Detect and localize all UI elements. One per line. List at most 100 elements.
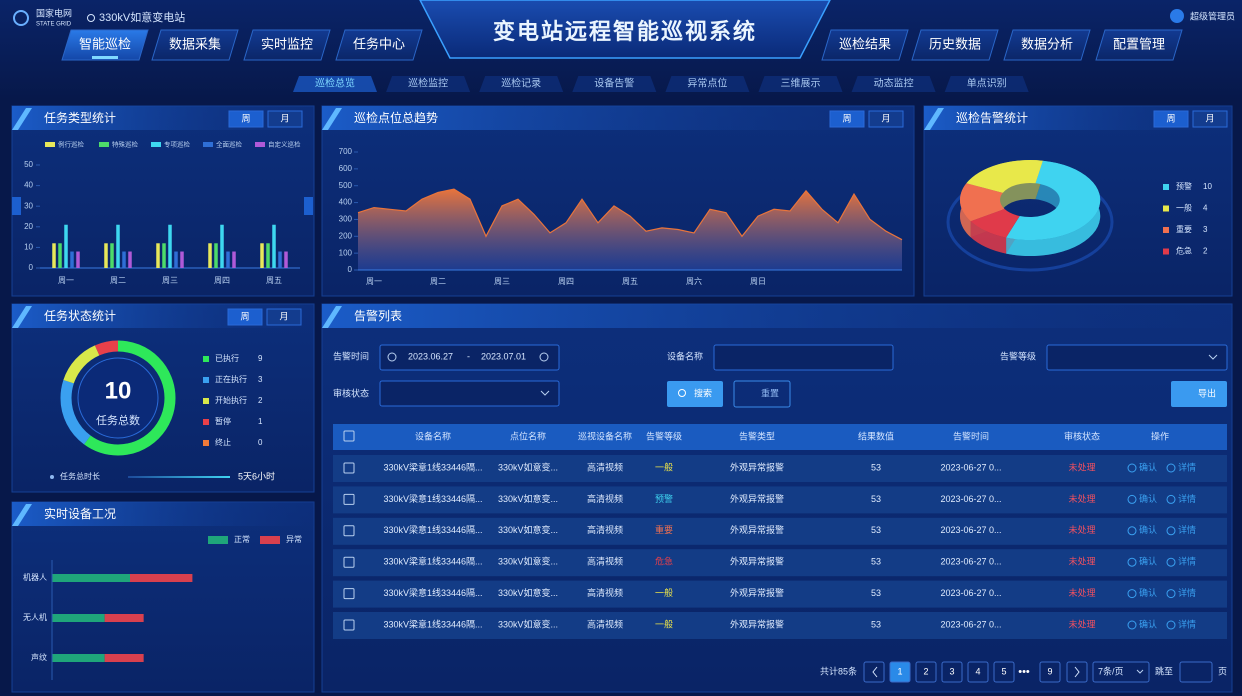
subnav-label[interactable]: 动态监控 <box>874 77 914 90</box>
page-number[interactable]: 4 <box>975 666 980 676</box>
period-tab-label[interactable]: 月 <box>881 113 890 123</box>
date-range[interactable] <box>379 344 560 371</box>
user-name[interactable]: 超级管理员 <box>1190 10 1235 21</box>
action-link[interactable]: 确认 <box>1139 587 1157 598</box>
period-tab[interactable] <box>228 110 264 128</box>
page-number[interactable]: 1 <box>897 666 902 676</box>
subnav-tab[interactable] <box>386 76 471 92</box>
action-link[interactable]: 详情 <box>1178 461 1196 472</box>
checkbox[interactable] <box>343 462 355 474</box>
subnav-tab[interactable] <box>665 76 750 92</box>
page-button[interactable] <box>1092 661 1150 683</box>
subnav-tab[interactable] <box>944 76 1029 92</box>
subnav-tab[interactable] <box>572 76 657 92</box>
action-link[interactable]: 确认 <box>1139 461 1157 472</box>
nav-label[interactable]: 智能巡检 <box>79 36 131 51</box>
page-number[interactable]: 5 <box>1001 666 1006 676</box>
page-button[interactable] <box>863 661 885 683</box>
page-number[interactable]: ••• <box>1018 666 1030 678</box>
nav-label[interactable]: 任务中心 <box>353 36 405 51</box>
nav-label[interactable]: 数据分析 <box>1021 36 1073 51</box>
nav-tab[interactable] <box>821 29 909 61</box>
period-tab-label[interactable]: 周 <box>241 113 250 123</box>
period-tab-label[interactable]: 月 <box>279 311 288 321</box>
action-link[interactable]: 详情 <box>1178 556 1196 567</box>
period-tab-label[interactable]: 周 <box>240 311 249 321</box>
period-tab[interactable] <box>868 110 904 128</box>
period-tab[interactable] <box>227 308 263 326</box>
period-tab[interactable] <box>266 308 302 326</box>
action-link[interactable]: 详情 <box>1178 618 1196 629</box>
period-tab[interactable] <box>1153 110 1189 128</box>
nav-tab[interactable] <box>911 29 999 61</box>
subnav-label[interactable]: 设备告警 <box>594 77 634 90</box>
subnav-label[interactable]: 巡检监控 <box>408 77 448 90</box>
page-button[interactable] <box>889 661 911 683</box>
action-link[interactable]: 确认 <box>1139 524 1157 535</box>
action-link[interactable]: 确认 <box>1139 556 1157 567</box>
period-tab-label[interactable]: 月 <box>1205 113 1214 123</box>
subnav-tab[interactable] <box>758 76 843 92</box>
checkbox[interactable] <box>343 556 355 568</box>
period-tab[interactable] <box>829 110 865 128</box>
action-link[interactable]: 详情 <box>1178 587 1196 598</box>
checkbox[interactable] <box>343 493 355 505</box>
subnav-label[interactable]: 单点识别 <box>967 78 1007 90</box>
level-select[interactable] <box>1046 344 1228 371</box>
nav-tab[interactable] <box>335 29 423 61</box>
y-tick-label: 无人机 <box>23 612 47 622</box>
reset-button[interactable] <box>733 380 791 408</box>
page-button[interactable] <box>993 661 1015 683</box>
page-number[interactable]: 2 <box>923 666 928 676</box>
period-tab-label[interactable]: 月 <box>280 113 289 123</box>
page-button[interactable] <box>1066 661 1088 683</box>
page-button[interactable] <box>967 661 989 683</box>
scroll-right[interactable] <box>304 197 313 215</box>
period-tab-label[interactable]: 周 <box>1166 113 1175 123</box>
nav-label[interactable]: 配置管理 <box>1113 36 1165 51</box>
button-label[interactable]: 搜索 <box>694 387 712 398</box>
button-label[interactable]: 导出 <box>1198 387 1216 398</box>
user-avatar[interactable] <box>1170 9 1184 23</box>
nav-label[interactable]: 巡检结果 <box>839 36 891 51</box>
page-size[interactable]: 7条/页 <box>1098 665 1124 676</box>
period-tab[interactable] <box>267 110 303 128</box>
subnav-label[interactable]: 异常点位 <box>687 77 727 90</box>
action-link[interactable]: 详情 <box>1178 493 1196 504</box>
nav-tab[interactable] <box>151 29 239 61</box>
subnav-label[interactable]: 三维展示 <box>781 77 821 90</box>
subnav-label[interactable]: 巡检记录 <box>501 77 541 90</box>
nav-label[interactable]: 历史数据 <box>929 36 981 51</box>
period-tab[interactable] <box>1192 110 1228 128</box>
subnav-tab[interactable] <box>293 76 377 92</box>
action-link[interactable]: 确认 <box>1139 493 1157 504</box>
checkbox[interactable] <box>343 525 355 537</box>
nav-label[interactable]: 数据采集 <box>169 36 221 51</box>
action-link[interactable]: 详情 <box>1178 524 1196 535</box>
status-select[interactable] <box>379 380 560 407</box>
page-number[interactable]: 3 <box>949 666 954 676</box>
scroll-left[interactable] <box>12 197 21 215</box>
page-number[interactable]: 9 <box>1047 666 1052 676</box>
checkbox[interactable] <box>343 430 355 442</box>
page-button[interactable] <box>941 661 963 683</box>
nav-tab[interactable] <box>1003 29 1091 61</box>
export-button[interactable] <box>1171 381 1227 407</box>
search-button[interactable] <box>667 381 723 407</box>
subnav-tab[interactable] <box>479 76 564 92</box>
nav-tab[interactable] <box>61 29 149 61</box>
subnav-label[interactable]: 巡检总览 <box>315 77 355 90</box>
nav-label[interactable]: 实时监控 <box>261 36 313 51</box>
page-button[interactable] <box>915 661 937 683</box>
period-tab-label[interactable]: 周 <box>842 113 851 123</box>
device-input[interactable] <box>713 344 894 371</box>
checkbox[interactable] <box>343 619 355 631</box>
checkbox[interactable] <box>343 588 355 600</box>
action-link[interactable]: 确认 <box>1139 618 1157 629</box>
nav-tab[interactable] <box>243 29 331 61</box>
subnav-tab[interactable] <box>851 76 936 92</box>
button-label[interactable]: 重置 <box>761 387 779 398</box>
page-button[interactable] <box>1039 661 1061 683</box>
nav-tab[interactable] <box>1095 29 1183 61</box>
jump-input[interactable] <box>1179 661 1213 683</box>
